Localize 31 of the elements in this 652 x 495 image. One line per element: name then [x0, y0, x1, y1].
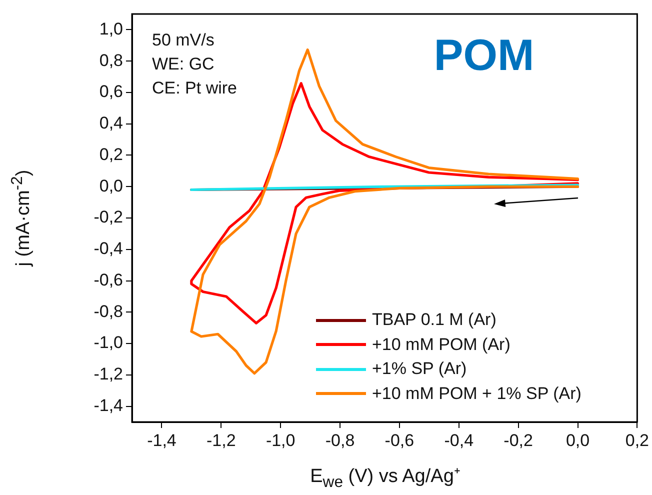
- y-tick-label: 1,0: [99, 19, 123, 38]
- y-tick-label: 0,0: [99, 176, 123, 196]
- y-tick-label: -1,2: [94, 364, 123, 384]
- x-tick-label: -0,8: [325, 430, 355, 450]
- x-tick-label: -0,6: [384, 430, 414, 450]
- legend-label: TBAP 0.1 M (Ar): [372, 310, 496, 330]
- x-tick-label: 0,0: [566, 430, 590, 450]
- annotation: WE: GC: [152, 54, 214, 74]
- x-tick-label: -1,4: [147, 430, 176, 450]
- x-axis-title: E$_{we}$ (V) vs Ag/Ag⁺: [309, 465, 461, 492]
- y-tick-label: 0,8: [99, 50, 123, 70]
- x-tick-label: -1,2: [206, 430, 236, 450]
- legend-label: +1% SP (Ar): [372, 359, 467, 380]
- y-tick-label: -0,4: [94, 239, 123, 258]
- y-tick-label: -0,8: [94, 302, 123, 321]
- y-tick-label: -0,2: [94, 208, 123, 227]
- y-tick-label: -0,6: [94, 270, 123, 290]
- y-tick-label: -1,0: [94, 333, 123, 352]
- annotation: 50 mV/s: [152, 30, 214, 50]
- y-tick-label: 0,2: [99, 144, 123, 164]
- x-tick-label: -0,4: [444, 430, 474, 450]
- annotation: CE: Pt wire: [152, 78, 238, 98]
- legend-label: +10 mM POM + 1% SP (Ar): [372, 384, 582, 404]
- x-tick-label: 0,2: [625, 430, 650, 450]
- x-tick-label: -0,2: [504, 430, 533, 450]
- y-tick-label: 0,6: [99, 82, 123, 102]
- y-tick-label: -1,4: [94, 396, 123, 415]
- legend-label: +10 mM POM (Ar): [372, 334, 510, 355]
- y-tick-label: 0,4: [99, 114, 123, 133]
- annotation: POM: [434, 31, 534, 80]
- x-tick-label: -1,0: [266, 430, 296, 450]
